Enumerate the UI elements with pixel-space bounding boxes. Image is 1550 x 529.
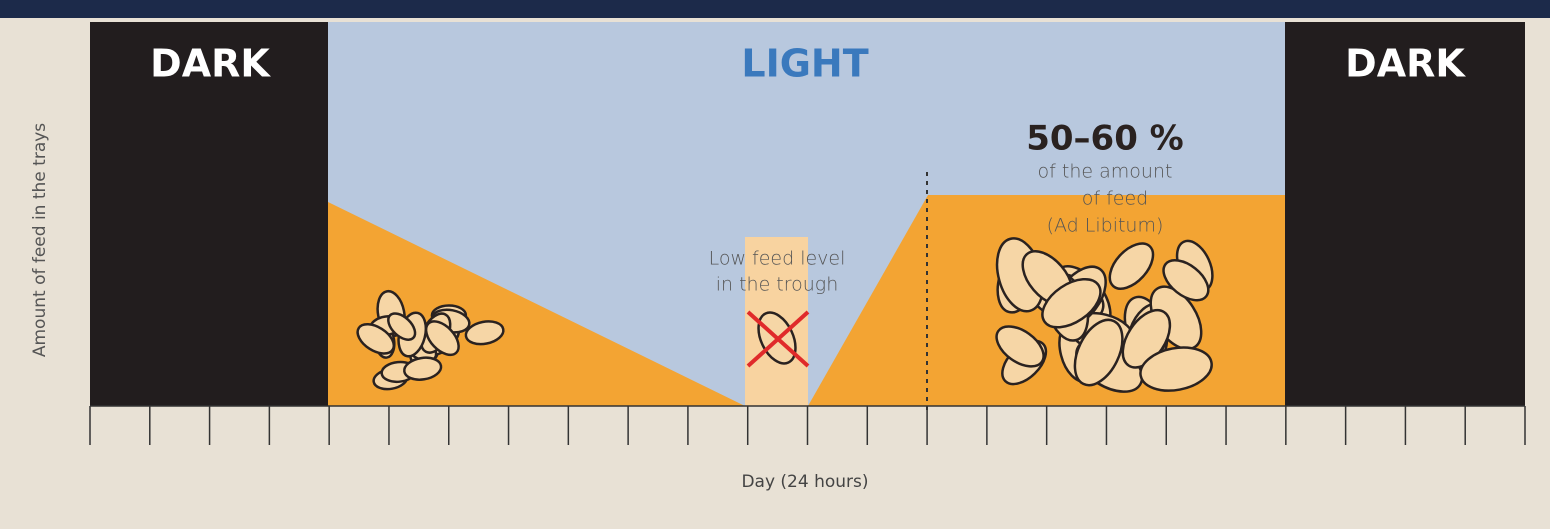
dark-label: DARK	[1345, 42, 1466, 86]
diagram: DARK LIGHT DARK 50–60 % of the amount of…	[0, 0, 1550, 529]
amount-note: of feed	[1082, 188, 1148, 210]
low-note: in the trough	[716, 274, 839, 296]
amount-title: 50–60 %	[1026, 119, 1184, 159]
top-band	[0, 0, 1550, 18]
amount-note: of the amount	[1038, 161, 1173, 183]
amount-note: (Ad Libitum)	[1047, 215, 1164, 237]
light-label: LIGHT	[741, 42, 868, 86]
dark-label: DARK	[150, 42, 271, 86]
y-axis-label: Amount of feed in the trays	[30, 123, 50, 357]
x-axis-label: Day (24 hours)	[741, 472, 868, 492]
low-note: Low feed level	[709, 248, 846, 270]
